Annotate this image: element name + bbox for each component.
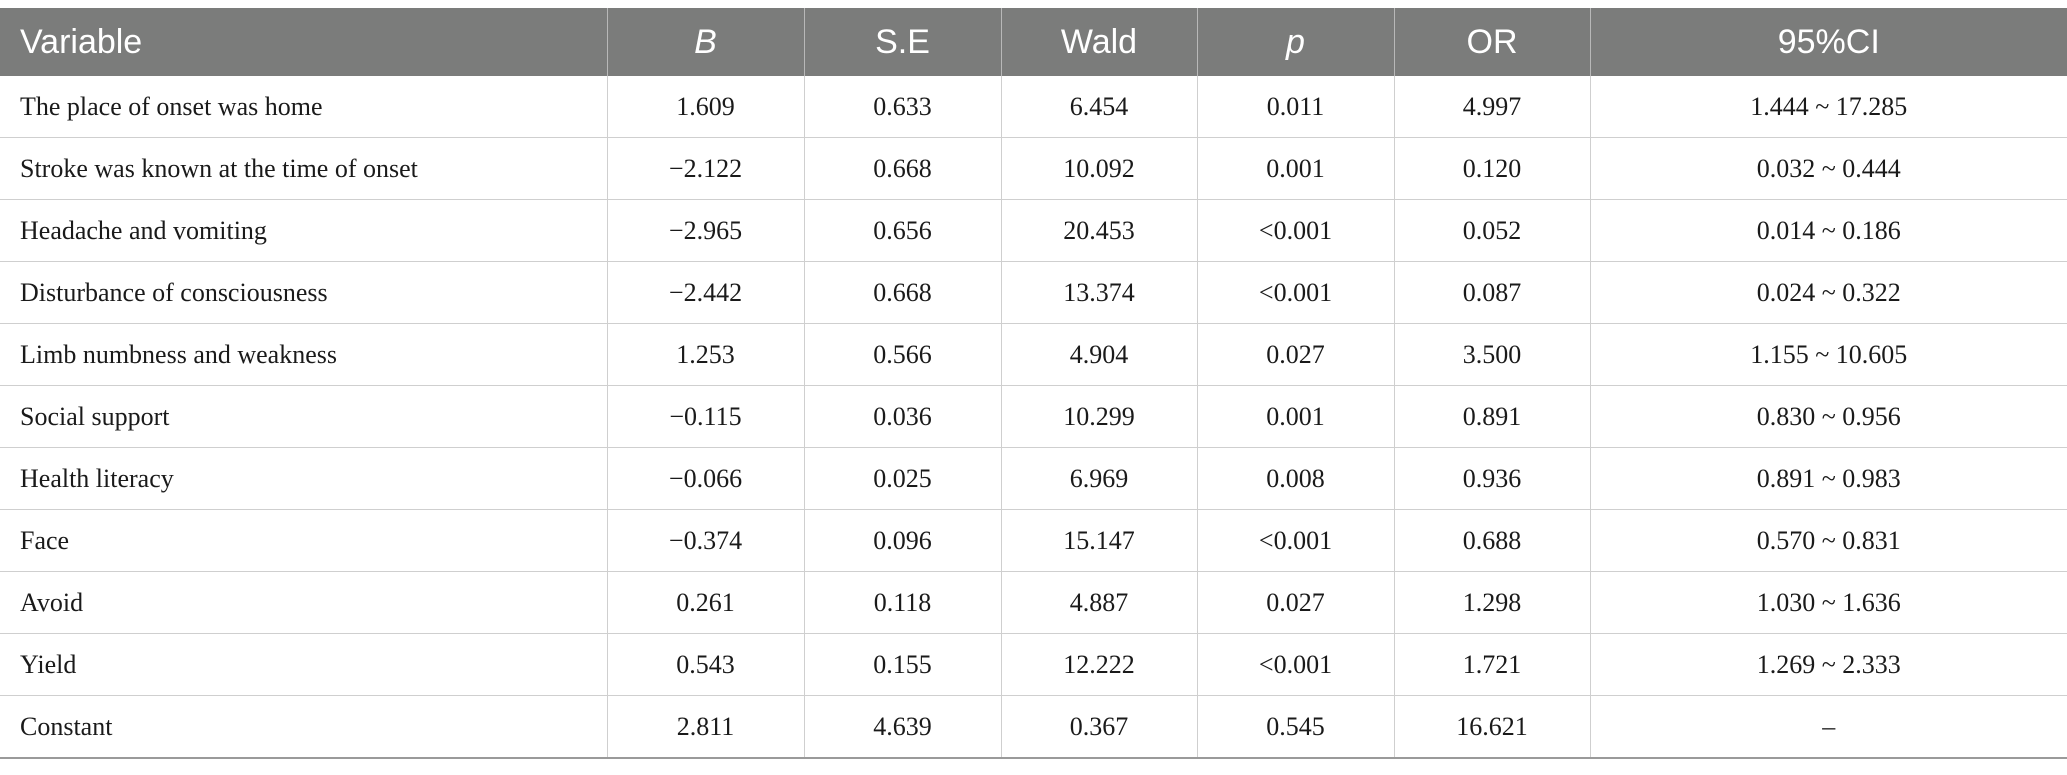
table-row: Limb numbness and weakness 1.253 0.566 4.90… [0, 323, 2067, 386]
table-row: Social support −0.115 0.036 10.299 0.001 0.89… [0, 385, 2067, 448]
cell-p: 0.001 [1196, 137, 1394, 200]
cell-b: −2.965 [606, 199, 804, 262]
cell-b: 1.253 [606, 323, 804, 386]
regression-table-container: Variable B S.E Wald p OR 95%CI The place… [0, 8, 2067, 759]
cell-or: 0.120 [1393, 137, 1590, 200]
table-row: Stroke was known at the time of onset −2.… [0, 137, 2067, 200]
cell-se: 0.668 [803, 261, 1001, 324]
cell-variable: Stroke was known at the time of onset [0, 137, 607, 200]
table-row: Constant 2.811 4.639 0.367 0.545 16.621– [0, 695, 2067, 759]
cell-se: 0.096 [803, 509, 1001, 572]
cell-b: 0.543 [606, 633, 804, 696]
cell-p: <0.001 [1196, 509, 1394, 572]
cell-se: 0.668 [803, 137, 1001, 200]
header-wald: Wald [1000, 8, 1197, 76]
cell-b: −0.066 [606, 447, 804, 510]
cell-variable: Disturbance of consciousness [0, 261, 607, 324]
header-p: p [1196, 8, 1394, 76]
cell-b: −0.374 [606, 509, 804, 572]
cell-p: <0.001 [1196, 633, 1394, 696]
cell-variable: Face [0, 509, 607, 572]
table-row: Yield 0.543 0.155 12.222 <0.001 1.721 1.269 ~ … [0, 633, 2067, 696]
cell-or: 0.936 [1393, 447, 1590, 510]
regression-table: Variable B S.E Wald p OR 95%CI The place… [0, 8, 2067, 759]
cell-ci: 0.570 ~ 0.831 [1589, 509, 2067, 572]
cell-b: 1.609 [606, 76, 804, 138]
header-ci: 95%CI [1589, 8, 2067, 76]
cell-or: 0.891 [1393, 385, 1590, 448]
cell-variable: Constant [0, 695, 607, 759]
cell-wald: 15.147 [1000, 509, 1197, 572]
cell-se: 0.656 [803, 199, 1001, 262]
cell-se: 0.155 [803, 633, 1001, 696]
cell-or: 16.621 [1393, 695, 1590, 759]
table-row: The place of onset was home 1.609 0.633 6.4… [0, 76, 2067, 138]
cell-p: 0.011 [1196, 76, 1394, 138]
cell-wald: 13.374 [1000, 261, 1197, 324]
table-row: Headache and vomiting −2.965 0.656 20.453 <0… [0, 199, 2067, 262]
cell-b: −2.122 [606, 137, 804, 200]
cell-wald: 6.454 [1000, 76, 1197, 138]
cell-variable: Yield [0, 633, 607, 696]
cell-variable: Avoid [0, 571, 607, 634]
cell-or: 1.298 [1393, 571, 1590, 634]
header-or: OR [1393, 8, 1590, 76]
cell-ci: 1.269 ~ 2.333 [1589, 633, 2067, 696]
cell-wald: 10.092 [1000, 137, 1197, 200]
cell-wald: 20.453 [1000, 199, 1197, 262]
cell-variable: Health literacy [0, 447, 607, 510]
cell-wald: 4.904 [1000, 323, 1197, 386]
cell-or: 3.500 [1393, 323, 1590, 386]
table-row: Health literacy −0.066 0.025 6.969 0.008 0.93… [0, 447, 2067, 510]
table-row: Disturbance of consciousness −2.442 0.668 1… [0, 261, 2067, 324]
cell-b: −0.115 [606, 385, 804, 448]
cell-se: 0.566 [803, 323, 1001, 386]
cell-variable: Limb numbness and weakness [0, 323, 607, 386]
cell-se: 0.036 [803, 385, 1001, 448]
cell-se: 0.633 [803, 76, 1001, 138]
cell-p: 0.545 [1196, 695, 1394, 759]
cell-b: 2.811 [606, 695, 804, 759]
cell-wald: 0.367 [1000, 695, 1197, 759]
cell-ci: 0.014 ~ 0.186 [1589, 199, 2067, 262]
cell-se: 0.025 [803, 447, 1001, 510]
cell-variable: Headache and vomiting [0, 199, 607, 262]
cell-or: 0.087 [1393, 261, 1590, 324]
cell-p: 0.001 [1196, 385, 1394, 448]
cell-ci: 0.032 ~ 0.444 [1589, 137, 2067, 200]
cell-ci: 1.155 ~ 10.605 [1589, 323, 2067, 386]
cell-variable: The place of onset was home [0, 76, 607, 138]
cell-or: 4.997 [1393, 76, 1590, 138]
cell-wald: 6.969 [1000, 447, 1197, 510]
cell-b: −2.442 [606, 261, 804, 324]
cell-b: 0.261 [606, 571, 804, 634]
cell-ci: 0.024 ~ 0.322 [1589, 261, 2067, 324]
cell-ci: 0.830 ~ 0.956 [1589, 385, 2067, 448]
cell-variable: Social support [0, 385, 607, 448]
cell-or: 0.052 [1393, 199, 1590, 262]
table-row: Face −0.374 0.096 15.147 <0.001 0.688 0.570 ~ … [0, 509, 2067, 572]
cell-p: <0.001 [1196, 199, 1394, 262]
cell-wald: 12.222 [1000, 633, 1197, 696]
table-header-row: Variable B S.E Wald p OR 95%CI [0, 8, 2067, 76]
cell-p: 0.027 [1196, 571, 1394, 634]
cell-ci: 0.891 ~ 0.983 [1589, 447, 2067, 510]
cell-ci: 1.444 ~ 17.285 [1589, 76, 2067, 138]
cell-p: <0.001 [1196, 261, 1394, 324]
cell-wald: 10.299 [1000, 385, 1197, 448]
cell-or: 1.721 [1393, 633, 1590, 696]
header-variable: Variable [0, 8, 607, 76]
cell-wald: 4.887 [1000, 571, 1197, 634]
cell-se: 4.639 [803, 695, 1001, 759]
cell-ci: 1.030 ~ 1.636 [1589, 571, 2067, 634]
table-row: Avoid 0.261 0.118 4.887 0.027 1.298 1.030 ~ 1.… [0, 571, 2067, 634]
header-b: B [606, 8, 804, 76]
cell-ci: – [1589, 695, 2067, 759]
cell-se: 0.118 [803, 571, 1001, 634]
cell-p: 0.027 [1196, 323, 1394, 386]
header-se: S.E [803, 8, 1001, 76]
cell-p: 0.008 [1196, 447, 1394, 510]
cell-or: 0.688 [1393, 509, 1590, 572]
